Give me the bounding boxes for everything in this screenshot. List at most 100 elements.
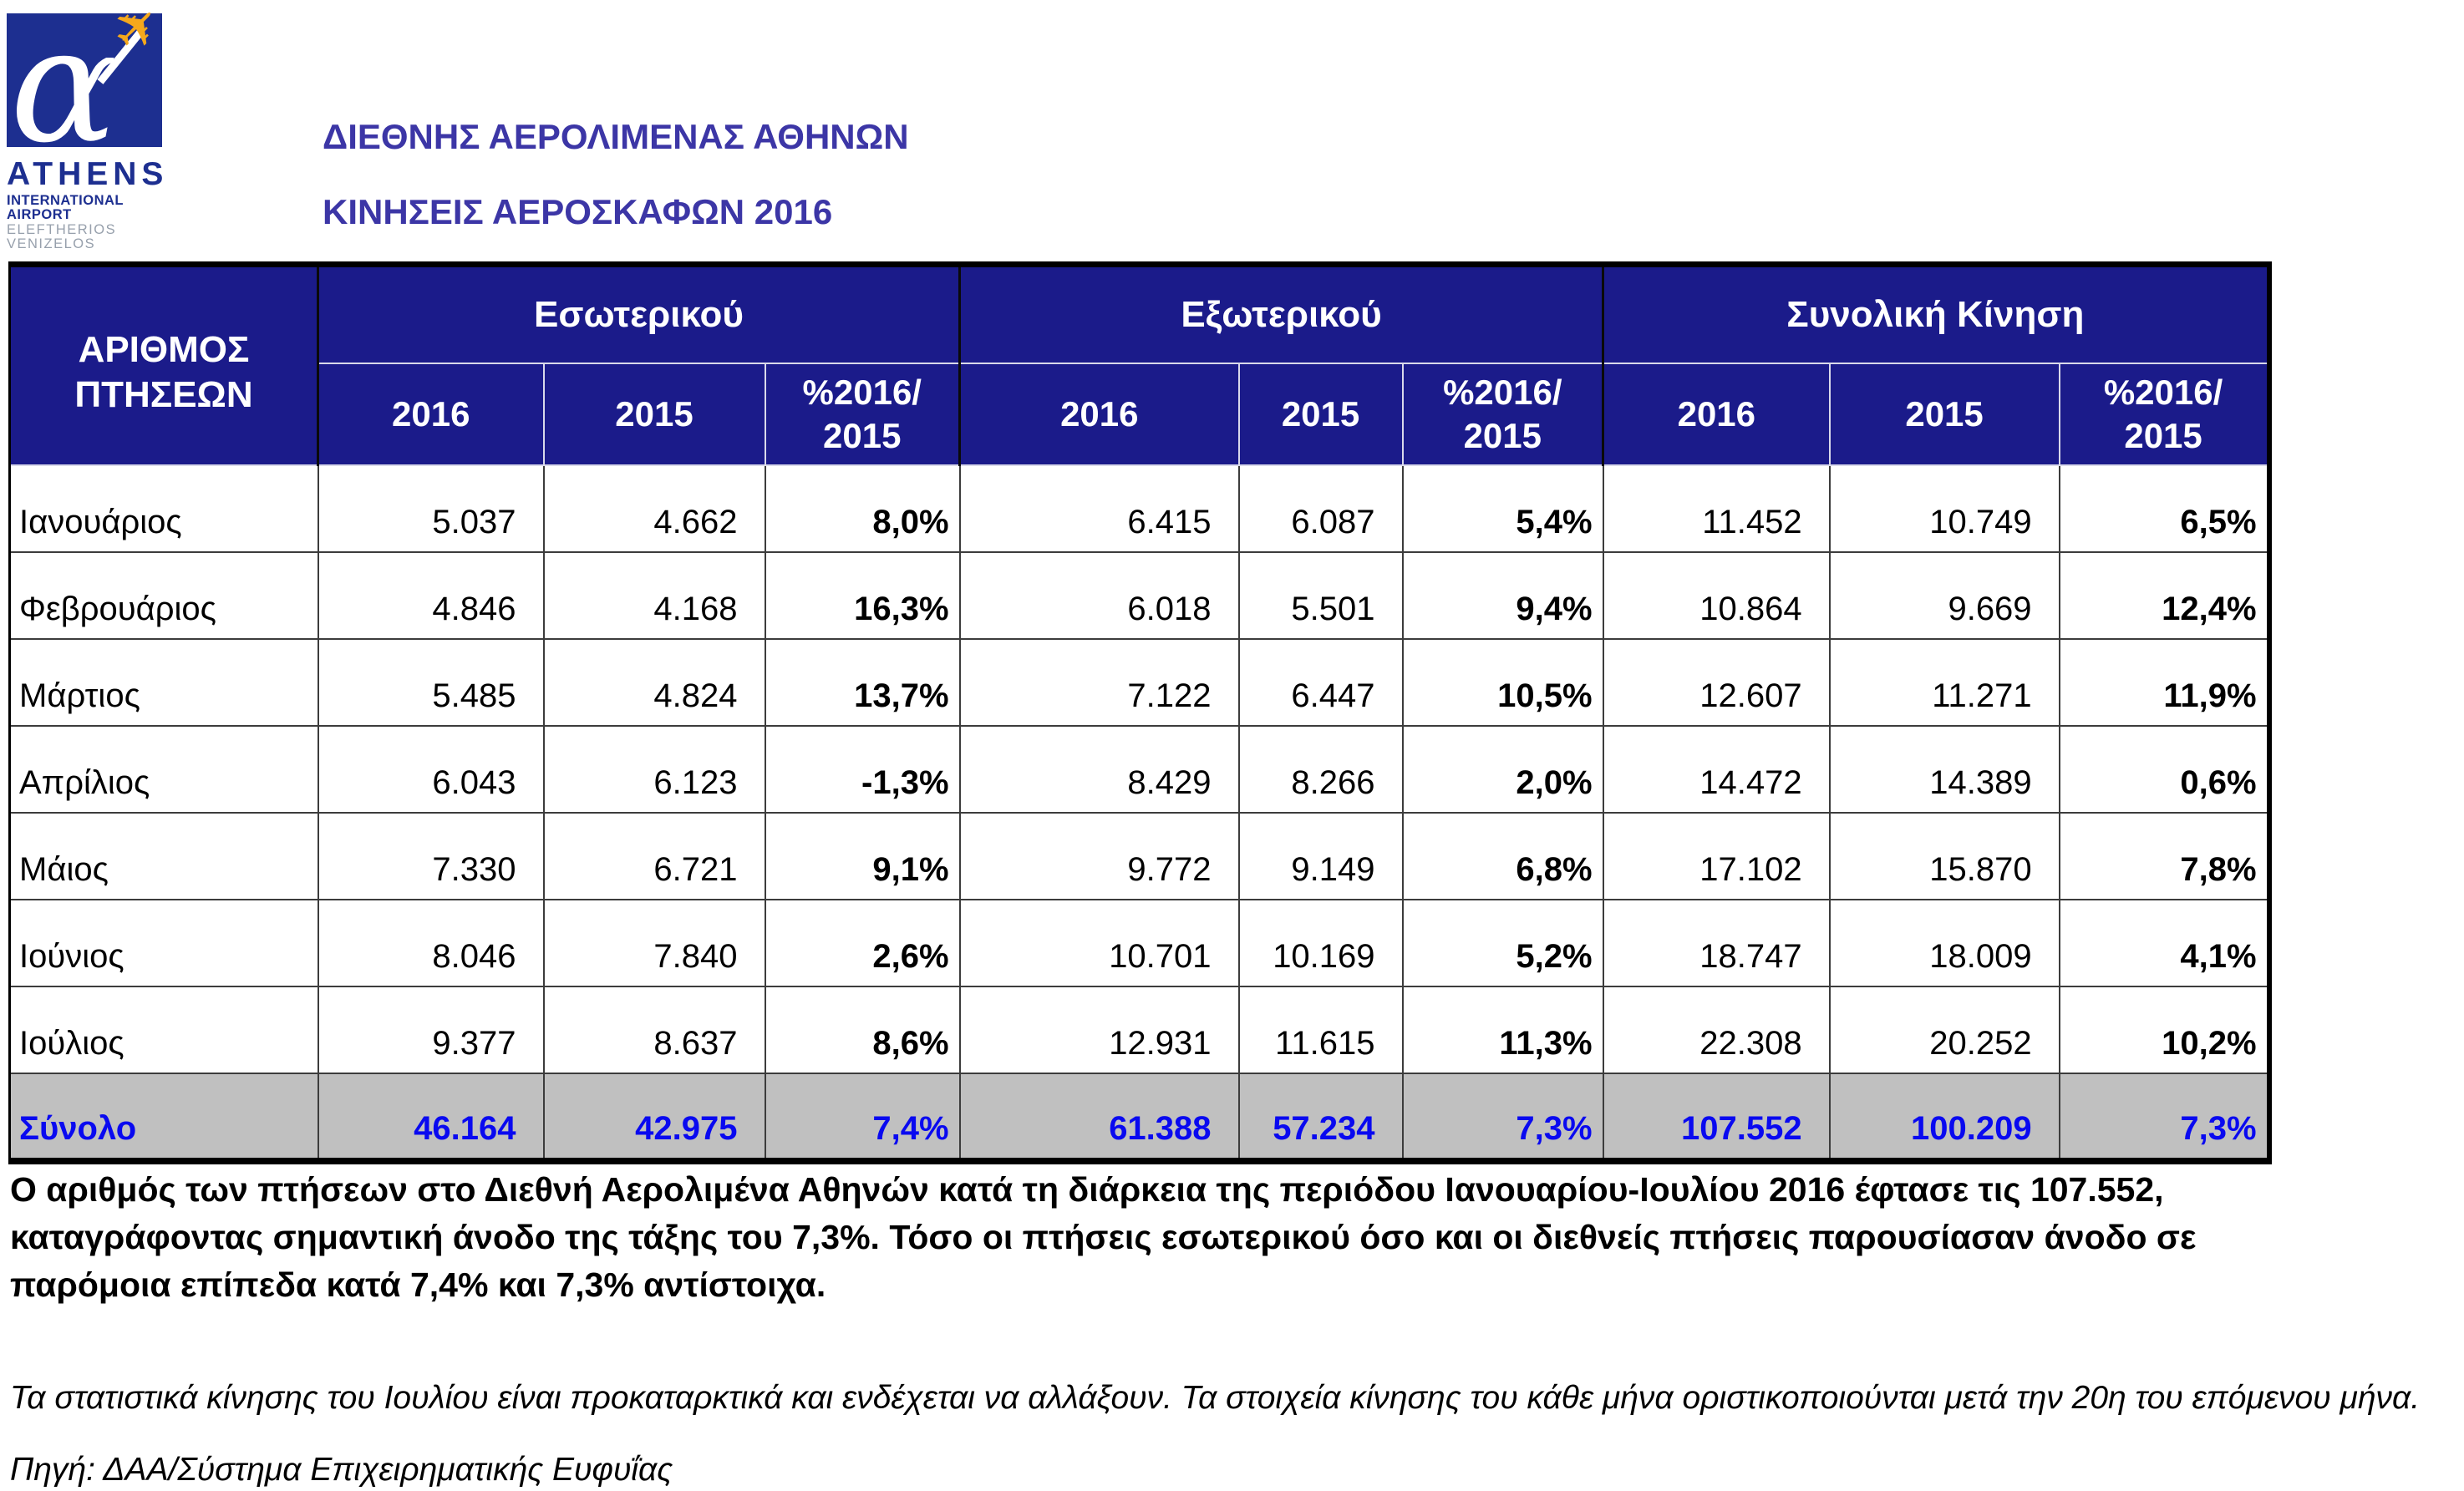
group-header-domestic: Εσωτερικού	[316, 263, 961, 364]
summary-line-2: καταγράφοντας σημαντική άνοδο της τάξης …	[10, 1218, 2197, 1256]
row-header-flights-count: ΑΡΙΘΜΟΣ ΠΤΗΣΕΩΝ	[8, 263, 319, 466]
value-cell: 9.669	[1828, 551, 2060, 640]
alpha-glyph: α	[10, 2, 117, 150]
disclaimer-text: Τα στατιστικά κίνησης του Ιουλίου είναι …	[10, 1380, 2421, 1416]
value-cell: 14.472	[1602, 725, 1831, 814]
table-body: Ιανουάριος 5.037 4.662 8,0% 6.415 6.087 5,4% 11…	[8, 464, 2270, 1162]
aircraft-movements-table: ΑΡΙΘΜΟΣ ΠΤΗΣΕΩΝ Εσωτερικού Εξωτερικού Συ…	[8, 261, 2272, 1164]
value-cell: 6.415	[958, 464, 1240, 553]
value-cell: 7.840	[542, 899, 766, 987]
table-row: Φεβρουάριος 4.846 4.168 16,3% 6.018 5.501 9,4%…	[8, 551, 2270, 640]
col-header-domestic-pct: %2016/ 2015	[764, 363, 961, 466]
logo-wordmark: ATHENS INTERNATIONAL AIRPORT ELEFTHERIOS…	[7, 158, 174, 251]
value-cell: 10.864	[1602, 551, 1831, 640]
col-header-total-pct: %2016/ 2015	[2058, 363, 2270, 466]
value-cell: 8.046	[317, 899, 545, 987]
page-subtitle: ΚΙΝΗΣΕΙΣ ΑΕΡΟΣΚΑΦΩΝ 2016	[323, 192, 833, 231]
value-cell: 8,6%	[764, 986, 961, 1074]
month-label: Ιούλιος	[8, 986, 319, 1074]
col-header-domestic-2015: 2015	[542, 363, 766, 466]
value-cell: 100.209	[1828, 1073, 2060, 1162]
value-cell: 13,7%	[764, 638, 961, 727]
value-cell: 6.087	[1237, 464, 1404, 553]
col-header-international-pct: %2016/ 2015	[1401, 363, 1604, 466]
value-cell: 9.772	[958, 812, 1240, 900]
logo-athens-text: ATHENS	[7, 156, 169, 192]
value-cell: 5.501	[1237, 551, 1404, 640]
value-cell: 6.123	[542, 725, 766, 814]
value-cell: 18.747	[1602, 899, 1831, 987]
value-cell: 61.388	[958, 1073, 1240, 1162]
value-cell: 12,4%	[2058, 551, 2270, 640]
value-cell: 8,0%	[764, 464, 961, 553]
contrail-line	[97, 28, 145, 84]
summary-line-3: παρόμοια επίπεδα κατά 7,4% και 7,3% αντί…	[10, 1265, 826, 1304]
value-cell: 11.615	[1237, 986, 1404, 1074]
value-cell: -1,3%	[764, 725, 961, 814]
value-cell: 17.102	[1602, 812, 1831, 900]
value-cell: 12.607	[1602, 638, 1831, 727]
value-cell: 6,5%	[2058, 464, 2270, 553]
value-cell: 9.377	[317, 986, 545, 1074]
value-cell: 6.018	[958, 551, 1240, 640]
value-cell: 10.749	[1828, 464, 2060, 553]
value-cell: 22.308	[1602, 986, 1831, 1074]
value-cell: 42.975	[542, 1073, 766, 1162]
value-cell: 5,2%	[1401, 899, 1604, 987]
value-cell: 10,2%	[2058, 986, 2270, 1074]
value-cell: 7,8%	[2058, 812, 2270, 900]
value-cell: 5.485	[317, 638, 545, 727]
value-cell: 11.271	[1828, 638, 2060, 727]
table-row: Ιανουάριος 5.037 4.662 8,0% 6.415 6.087 5,4% 11…	[8, 464, 2270, 553]
value-cell: 6.447	[1237, 638, 1404, 727]
value-cell: 7.330	[317, 812, 545, 900]
table-row: Απρίλιος 6.043 6.123 -1,3% 8.429 8.266 2,0% 14.…	[8, 725, 2270, 814]
table-row: Ιούνιος 8.046 7.840 2,6% 10.701 10.169 5,2% 18.…	[8, 899, 2270, 987]
value-cell: 10.701	[958, 899, 1240, 987]
value-cell: 6.043	[317, 725, 545, 814]
value-cell: 7.122	[958, 638, 1240, 727]
table-row: Μάιος 7.330 6.721 9,1% 9.772 9.149 6,8% 17.102 1…	[8, 812, 2270, 900]
value-cell: 14.389	[1828, 725, 2060, 814]
value-cell: 18.009	[1828, 899, 2060, 987]
value-cell: 5.037	[317, 464, 545, 553]
month-label: Ιούνιος	[8, 899, 319, 987]
value-cell: 12.931	[958, 986, 1240, 1074]
value-cell: 6,8%	[1401, 812, 1604, 900]
table-row: Μάρτιος 5.485 4.824 13,7% 7.122 6.447 10,5% 12.…	[8, 638, 2270, 727]
value-cell: 46.164	[317, 1073, 545, 1162]
table-header: ΑΡΙΘΜΟΣ ΠΤΗΣΕΩΝ Εσωτερικού Εξωτερικού Συ…	[8, 263, 2270, 466]
source-text: Πηγή: ΔΑΑ/Σύστημα Επιχειρηματικής Ευφυΐα…	[10, 1452, 673, 1488]
value-cell: 10,5%	[1401, 638, 1604, 727]
month-label: Ιανουάριος	[8, 464, 319, 553]
year-header-row: 2016 2015 %2016/ 2015 2016 2015 %2016/ 2…	[10, 363, 2270, 466]
month-label: Φεβρουάριος	[8, 551, 319, 640]
month-label: Μάρτιος	[8, 638, 319, 727]
logo-eleftherios-venizelos-text: ELEFTHERIOS VENIZELOS	[7, 222, 117, 251]
col-header-international-2015: 2015	[1237, 363, 1404, 466]
col-header-international-2016: 2016	[958, 363, 1240, 466]
value-cell: 4.824	[542, 638, 766, 727]
value-cell: 6.721	[542, 812, 766, 900]
value-cell: 16,3%	[764, 551, 961, 640]
group-header-row: ΑΡΙΘΜΟΣ ΠΤΗΣΕΩΝ Εσωτερικού Εξωτερικού Συ…	[8, 263, 2270, 466]
col-header-domestic-2016: 2016	[317, 363, 545, 466]
value-cell: 8.266	[1237, 725, 1404, 814]
traffic-table-container: ΑΡΙΘΜΟΣ ΠΤΗΣΕΩΝ Εσωτερικού Εξωτερικού Συ…	[8, 261, 2272, 1164]
value-cell: 11,9%	[2058, 638, 2270, 727]
value-cell: 4.846	[317, 551, 545, 640]
total-row: Σύνολο 46.164 42.975 7,4% 61.388 57.234 7,3% 10…	[8, 1073, 2270, 1162]
value-cell: 10.169	[1237, 899, 1404, 987]
airport-logo-icon: α ✈	[7, 0, 175, 178]
logo-international-airport-text: INTERNATIONAL AIRPORT	[7, 193, 124, 222]
value-cell: 8.637	[542, 986, 766, 1074]
value-cell: 4.662	[542, 464, 766, 553]
airport-logo: α ✈ ATHENS INTERNATIONAL AIRPORT ELEFTHE…	[7, 0, 175, 251]
value-cell: 107.552	[1602, 1073, 1831, 1162]
group-header-total: Συνολική Κίνηση	[1602, 263, 2270, 364]
group-header-international: Εξωτερικού	[958, 263, 1604, 364]
value-cell: 2,0%	[1401, 725, 1604, 814]
value-cell: 8.429	[958, 725, 1240, 814]
value-cell: 4.168	[542, 551, 766, 640]
value-cell: 11.452	[1602, 464, 1831, 553]
